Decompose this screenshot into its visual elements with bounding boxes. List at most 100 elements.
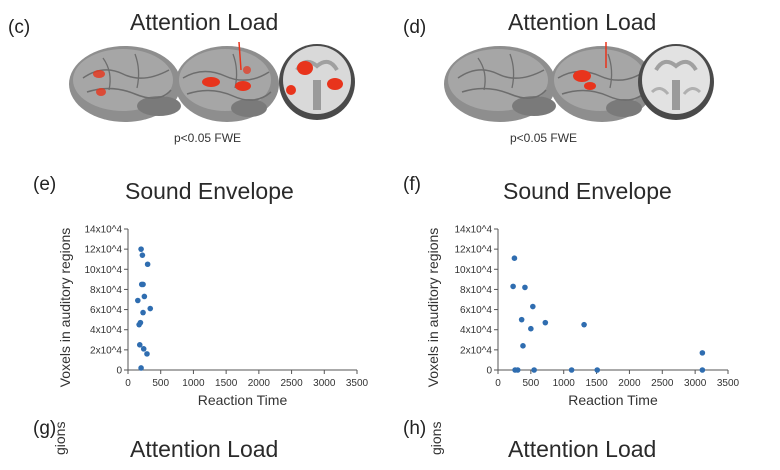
data-point — [594, 367, 601, 373]
x-tick-label: 1000 — [553, 378, 576, 389]
data-point — [514, 367, 521, 373]
caption-d: p<0.05 FWE — [510, 131, 578, 145]
chart-title-f: Sound Envelope — [503, 178, 672, 204]
data-point — [135, 297, 141, 304]
y-axis-label: Voxels in auditory regions — [425, 228, 441, 388]
activation-blob — [573, 70, 591, 82]
data-point — [520, 343, 526, 349]
pointer-arrow — [238, 41, 242, 71]
data-point — [522, 284, 528, 291]
brain-lateral-left-d — [444, 46, 556, 122]
x-tick-label: 3500 — [717, 378, 740, 389]
x-tick-label: 1500 — [215, 378, 238, 389]
brain-lateral-right-d — [550, 42, 654, 122]
data-point — [581, 321, 587, 328]
y-tick-label: 8x10^4 — [90, 285, 122, 296]
brain-lateral-left-c — [69, 46, 181, 122]
data-point — [518, 316, 525, 323]
scatter-chart-e: 0 2x10^4 4x10^4 6x10^4 8x10^4 10x10^4 12x10^4 1… — [57, 225, 369, 409]
y-tick-label: 2x10^4 — [460, 345, 492, 356]
x-tick-label: 1500 — [585, 378, 608, 389]
data-point — [140, 309, 146, 316]
y-tick-label: 12x10^4 — [455, 245, 493, 256]
panel-label-e: (e) — [33, 174, 57, 195]
caption-c: p<0.05 FWE — [174, 131, 242, 145]
y-tick-label: 10x10^4 — [455, 265, 493, 276]
y-tick-label: 12x10^4 — [85, 245, 123, 256]
y-tick-label: 0 — [116, 366, 122, 377]
x-tick-label: 500 — [523, 378, 540, 389]
panel-label-h: (h) — [403, 418, 427, 439]
scatter-chart-f: 0 2x10^4 4x10^4 6x10^4 8x10^4 10x10^4 12x10^4 1… — [425, 225, 740, 409]
data-point — [144, 261, 151, 268]
activation-blob — [286, 85, 296, 95]
panel-label-d: (d) — [403, 17, 427, 38]
x-tick-label: 500 — [152, 378, 169, 389]
x-tick-label: 3000 — [684, 378, 707, 389]
brain-images-c — [69, 41, 355, 122]
x-tick-label: 3500 — [346, 378, 369, 389]
x-tick-label: 0 — [495, 378, 501, 389]
x-tick-label: 2500 — [280, 378, 303, 389]
ylabel-fragment-g: gions — [52, 421, 68, 455]
y-tick-label: 14x10^4 — [455, 225, 493, 236]
activation-blob — [96, 88, 106, 96]
data-point — [138, 365, 144, 371]
data-point — [568, 367, 575, 373]
chart-title-e: Sound Envelope — [125, 178, 294, 204]
y-tick-label: 10x10^4 — [85, 265, 123, 276]
y-tick-label: 4x10^4 — [460, 325, 492, 336]
y-tick-label: 0 — [486, 366, 492, 377]
y-axis-label: Voxels in auditory regions — [57, 228, 73, 388]
data-point — [699, 350, 706, 356]
brain-coronal-d — [638, 44, 714, 120]
brain-coronal-c — [279, 44, 355, 120]
panel-title-h: Attention Load — [508, 436, 657, 462]
x-tick-label: 0 — [125, 378, 131, 389]
data-point — [138, 246, 144, 252]
activation-blob — [584, 82, 596, 90]
data-point — [141, 293, 148, 300]
data-point — [147, 305, 154, 312]
panel-label-f: (f) — [403, 174, 421, 195]
data-point — [136, 321, 142, 328]
activation-blob — [243, 66, 251, 74]
x-tick-label: 1000 — [182, 378, 205, 389]
panel-title-g: Attention Load — [130, 436, 279, 462]
brain-lateral-right-c — [175, 41, 279, 122]
activation-blob — [202, 77, 220, 87]
data-point — [140, 346, 147, 352]
y-tick-label: 6x10^4 — [460, 305, 492, 316]
x-tick-label: 2000 — [248, 378, 271, 389]
x-axis-label: Reaction Time — [198, 392, 288, 408]
activation-blob — [327, 78, 343, 90]
data-point — [136, 342, 143, 348]
x-axis-label: Reaction Time — [568, 392, 658, 408]
activation-blob — [297, 61, 313, 75]
data-point — [542, 319, 549, 326]
panel-title-c: Attention Load — [130, 9, 279, 35]
brain-images-d — [444, 42, 714, 122]
data-point — [531, 367, 537, 373]
y-tick-label: 14x10^4 — [85, 225, 123, 236]
data-point — [528, 325, 534, 332]
y-tick-label: 8x10^4 — [460, 285, 492, 296]
data-point — [144, 351, 150, 357]
x-tick-label: 3000 — [313, 378, 336, 389]
panel-label-g: (g) — [33, 418, 57, 439]
activation-blob — [93, 70, 105, 78]
y-tick-label: 4x10^4 — [90, 325, 122, 336]
x-tick-label: 2000 — [618, 378, 641, 389]
y-tick-label: 2x10^4 — [90, 345, 122, 356]
data-point — [510, 283, 516, 290]
activation-blob — [235, 81, 251, 91]
data-point — [511, 255, 518, 262]
y-tick-label: 6x10^4 — [90, 305, 122, 316]
x-tick-label: 2500 — [651, 378, 674, 389]
data-point — [530, 303, 536, 310]
ylabel-fragment-h: gions — [428, 421, 444, 455]
panel-title-d: Attention Load — [508, 9, 657, 35]
data-point — [139, 252, 146, 258]
data-point — [140, 281, 146, 288]
data-point — [699, 367, 706, 373]
